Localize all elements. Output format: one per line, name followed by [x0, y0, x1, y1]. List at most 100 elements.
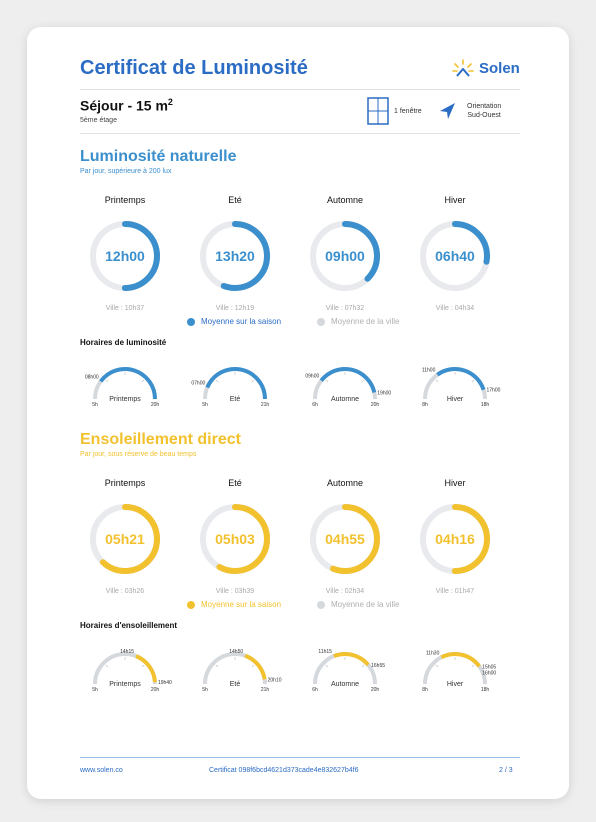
arc-range: [135, 654, 157, 683]
arc-range: [205, 367, 267, 400]
divider: [80, 133, 520, 134]
city-average: Ville : 07h32: [325, 305, 365, 312]
season-dial: 06h40: [420, 221, 490, 291]
legend-dot: [317, 600, 325, 609]
season-label: Hiver: [444, 195, 466, 205]
arc-tick: [215, 664, 219, 668]
footer-certificate: Certificat 098f6bcd4621d373cade4e832627b…: [209, 767, 359, 774]
season-dial: 12h00: [90, 221, 160, 291]
arc-season-label: Automne: [331, 396, 359, 403]
season-dial: 04h55: [310, 504, 380, 574]
arc-start-label: 07h00: [191, 381, 205, 387]
arc-min-label: 8h: [422, 687, 428, 692]
arc-min-label: 8h: [422, 402, 428, 407]
arc-tick: [251, 379, 255, 383]
page-title: Certificat de Luminosité: [80, 57, 308, 79]
dial-season-arc: [310, 221, 380, 291]
city-average: Ville : 03h26: [105, 588, 145, 595]
arc-range: [436, 367, 486, 391]
arc-start-label: 11h15: [318, 649, 332, 655]
room-title: Séjour - 15 m2: [80, 97, 173, 114]
solen-sun-icon: [452, 59, 474, 77]
legend-city: Moyenne de la ville: [317, 600, 399, 609]
arc-end-label: 19h00: [377, 390, 391, 396]
season-label: Printemps: [104, 195, 146, 205]
arc-min-label: 6h: [312, 402, 318, 407]
arc-end-label: 19h40: [158, 680, 172, 686]
arc-max-label: 18h: [481, 402, 490, 407]
legend-dot: [187, 317, 195, 326]
arc-season-label: Printemps: [109, 681, 141, 688]
arc-start-label: 11h30: [426, 650, 440, 656]
arc-max-label: 20h: [151, 402, 160, 407]
arc-start-label: 11h00: [422, 368, 436, 374]
arc-tick: [361, 664, 365, 668]
arc-max-label: 18h: [481, 687, 490, 692]
arc-tick: [215, 379, 219, 383]
horaires-arc: 5h 21h Eté 14h50 20h10: [202, 649, 282, 692]
arc-range: [244, 653, 267, 680]
section-title-ensoleillement: Ensoleillement direct: [80, 431, 241, 448]
legend-city: Moyenne de la ville: [317, 317, 399, 326]
season-label: Automne: [326, 478, 364, 488]
arc-tick: [471, 664, 475, 668]
arc-start-label: 08h00: [85, 374, 99, 380]
arc-max-label: 20h: [371, 687, 380, 692]
footer-page: 2 / 3: [499, 767, 513, 774]
arc-min-label: 5h: [92, 687, 98, 692]
horaires-arc: 8h 18h Hiver 11h00 17h00: [422, 367, 501, 407]
city-average: Ville : 12h19: [215, 305, 255, 312]
footer-site[interactable]: www.solen.co: [80, 767, 123, 774]
arc-range: [333, 652, 370, 667]
dial-season-arc: [200, 504, 270, 574]
arc-end-label-2: 16h00: [482, 670, 496, 676]
season-dial: 05h21: [90, 504, 160, 574]
brand-name: Solen: [479, 60, 520, 77]
arc-tick: [141, 664, 145, 668]
dial-season-arc: [310, 504, 380, 574]
horaires-title: Horaires d'ensoleillement: [80, 621, 178, 630]
legend-dot: [187, 600, 195, 609]
dial-season-arc: [90, 221, 160, 291]
arc-max-label: 21h: [261, 687, 270, 692]
arc-range: [319, 367, 377, 393]
arc-tick: [105, 379, 109, 383]
arc-end-label: 17h00: [487, 388, 501, 394]
season-label: Hiver: [444, 478, 466, 488]
arc-tick: [435, 664, 439, 668]
season-label: Eté: [228, 195, 242, 205]
horaires-title: Horaires de luminosité: [80, 338, 167, 347]
dial-value: 09h00: [325, 248, 365, 264]
horaires-arc: 5h 20h Printemps 08h00: [85, 367, 160, 407]
arc-tick: [361, 379, 365, 383]
season-dial: 09h00: [310, 221, 380, 291]
arc-tick: [325, 379, 329, 383]
arc-range: [99, 367, 157, 400]
section-subtitle-luminosite: Par jour, supérieure à 200 lux: [80, 168, 172, 175]
city-average: Ville : 10h37: [105, 305, 145, 312]
season-label: Printemps: [104, 478, 146, 488]
arc-tick: [325, 664, 329, 668]
legend-season: Moyenne sur la saison: [187, 317, 281, 326]
orientation: Orientation Sud-Ouest: [467, 103, 502, 119]
season-dial: 05h03: [200, 504, 270, 574]
window-count: 1 fenêtre: [394, 108, 422, 115]
certificate-page: Certificat de Luminosité Solen Séjour - …: [27, 27, 569, 799]
season-label: Automne: [326, 195, 364, 205]
horaires-arc: 6h 20h Automne 09h00 19h00: [305, 367, 391, 407]
room-floor: 5ème étage: [80, 117, 117, 124]
dial-season-arc: [420, 504, 490, 574]
arc-start-label: 09h00: [305, 374, 319, 380]
arc-max-label: 21h: [261, 402, 270, 407]
arc-min-label: 6h: [312, 687, 318, 692]
arc-season-label: Hiver: [447, 681, 464, 688]
legend-season: Moyenne sur la saison: [187, 600, 281, 609]
arc-start-label: 14h15: [120, 649, 134, 655]
section-subtitle-ensoleillement: Par jour, sous réserve de beau temps: [80, 451, 197, 458]
city-average: Ville : 02h34: [325, 588, 365, 595]
arc-season-label: Eté: [230, 681, 241, 688]
orientation-arrow-icon: [440, 103, 455, 119]
arc-end-label: 16h55: [371, 663, 385, 669]
horaires-arc: 5h 20h Printemps 14h15 19h40: [92, 649, 172, 692]
